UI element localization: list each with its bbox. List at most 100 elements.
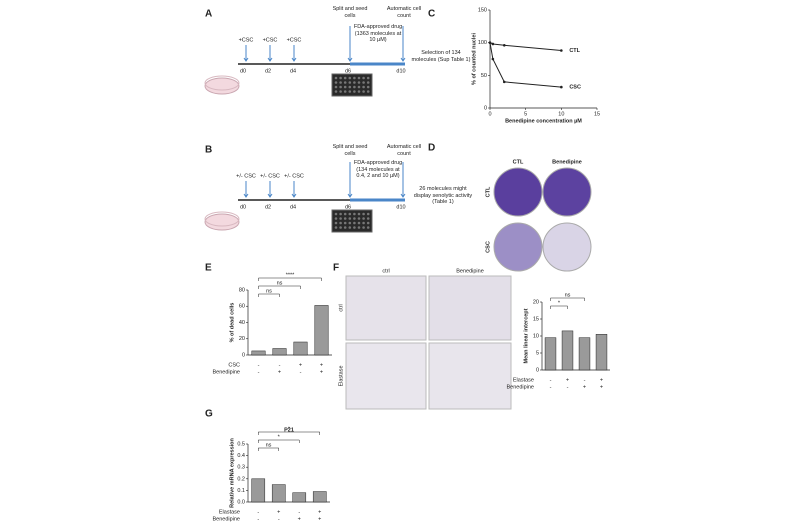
y-tick-label: 50 — [481, 73, 487, 79]
significance-label: ns — [266, 442, 272, 448]
plate-well — [362, 81, 365, 84]
plate-well — [348, 212, 352, 216]
condition-sign: - — [550, 384, 552, 390]
histology-image — [345, 342, 427, 410]
x-tick-label: 15 — [594, 111, 600, 117]
significance-bracket — [550, 297, 585, 301]
significance-bracket — [550, 305, 568, 309]
y-tick-label: 0.3 — [237, 465, 245, 471]
well-plate — [331, 209, 373, 233]
significance-label: **** — [286, 272, 295, 278]
data-point — [491, 42, 495, 46]
series-label: CSC — [569, 85, 581, 91]
panel-d-wells — [493, 167, 592, 272]
bar — [595, 334, 608, 371]
day-label: d0 — [240, 68, 246, 74]
outcome-note: Selection of 134 molecules (Sup Table 1) — [411, 50, 471, 63]
condition-label: Benedipine — [212, 369, 240, 375]
data-point — [488, 41, 492, 44]
plate-well — [357, 90, 361, 93]
treatment-label: +/- CSC — [284, 173, 304, 179]
y-tick-label: 20 — [533, 299, 539, 305]
condition-sign: - — [298, 509, 300, 515]
bar — [292, 492, 307, 503]
plate-well — [334, 217, 338, 220]
arrow-head — [347, 57, 353, 62]
y-tick-label: 0.0 — [237, 499, 245, 505]
row-label: CTL — [485, 186, 491, 197]
drug-note: FDA-approved drug (1363 molecules at 10 … — [353, 24, 403, 43]
day-label: d4 — [290, 204, 296, 210]
condition-sign: + — [277, 509, 280, 515]
plate-well — [357, 221, 361, 225]
condition-sign: + — [600, 377, 603, 383]
condition-sign: + — [318, 516, 321, 522]
plate-well — [366, 212, 370, 216]
bar — [272, 348, 287, 356]
treatment-label: +CSC — [287, 37, 302, 43]
column-label: Benedipine — [456, 268, 484, 274]
treatment-label: +/- CSC — [260, 173, 280, 179]
plate-well — [343, 85, 347, 89]
bar — [314, 305, 329, 356]
plate-well — [334, 76, 338, 80]
plate-well — [353, 85, 356, 89]
y-axis-label: % of counted nuclei — [471, 33, 477, 85]
plate-well — [362, 217, 365, 220]
plate-well — [339, 85, 342, 89]
data-point — [502, 43, 506, 47]
significance-bracket — [258, 439, 300, 443]
plate-well — [339, 212, 342, 216]
plate-well — [353, 221, 356, 225]
drug-note: FDA-approved drug (134 molecules at 0.4,… — [353, 160, 403, 179]
panel-f-histology — [345, 275, 512, 410]
y-tick-label: 150 — [478, 7, 487, 13]
plate-well — [357, 85, 361, 89]
plate-well — [353, 90, 356, 93]
plate-well — [353, 212, 356, 216]
y-tick-label: 0 — [242, 352, 245, 358]
plate-well — [334, 212, 338, 216]
condition-sign: - — [258, 369, 260, 375]
y-tick-label: 5 — [536, 350, 539, 356]
seed-note: Split and seed cells — [332, 6, 368, 19]
significance-bracket — [258, 277, 322, 281]
plate-well — [362, 76, 365, 80]
plate-well — [366, 221, 370, 225]
y-tick-label: 0.4 — [237, 453, 245, 459]
panel-label: E — [205, 263, 212, 274]
plate-well — [362, 90, 365, 93]
well — [542, 222, 592, 272]
bar — [544, 337, 557, 371]
plate-well — [348, 76, 352, 80]
day-label: d10 — [396, 68, 405, 74]
plate-well — [334, 226, 338, 229]
well — [493, 167, 543, 217]
plate-well — [366, 81, 370, 84]
well-plate — [331, 73, 373, 97]
condition-sign: + — [318, 509, 321, 515]
condition-sign: + — [600, 384, 603, 390]
significance-bracket — [258, 447, 279, 451]
plate-well — [357, 81, 361, 84]
seed-note: Split and seed cells — [332, 144, 368, 157]
histology-image — [428, 342, 512, 410]
y-tick-label: 0.1 — [237, 488, 245, 494]
condition-label: Benedipine — [212, 516, 240, 522]
day-label: d6 — [345, 204, 351, 210]
plate-well — [339, 81, 342, 84]
plate-well — [348, 85, 352, 89]
plate-well — [366, 226, 370, 229]
condition-sign: - — [257, 516, 259, 522]
plate-well — [343, 90, 347, 93]
plate-well — [343, 226, 347, 229]
plate-well — [343, 76, 347, 80]
arrow-head — [400, 57, 406, 62]
petri-dish — [204, 213, 240, 231]
plate-well — [353, 76, 356, 80]
petri-dish-rim — [204, 211, 240, 227]
plate-well — [357, 217, 361, 220]
y-axis-label: Mean linear intercept — [523, 308, 529, 363]
y-axis-label: Relative mRNA expression — [229, 437, 235, 507]
plate-well — [339, 76, 342, 80]
